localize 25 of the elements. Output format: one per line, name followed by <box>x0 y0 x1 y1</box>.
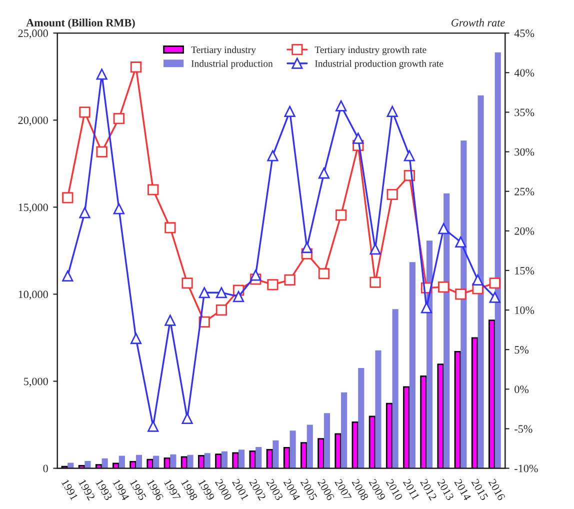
y2-tick-label: 45% <box>514 30 534 38</box>
y2-tick-label: 20% <box>514 227 534 235</box>
legend-label: Tertiary industry growth rate <box>314 46 426 56</box>
y2-axis-title: Growth rate <box>452 18 505 26</box>
y-tick-label: 25,000 <box>18 30 48 39</box>
y2-tick-label: 30% <box>514 148 534 156</box>
y2-tick-label: 15% <box>515 266 534 274</box>
y-axis-title: Amount (Billion RMB) <box>26 18 135 29</box>
legend-label: Industrial production <box>191 60 273 69</box>
y-tick-label: 10,000 <box>18 290 48 300</box>
y2-tick-label: 5% <box>514 346 529 354</box>
y-tick-label: 15,000 <box>18 204 48 213</box>
y2-tick-label: 0% <box>514 386 529 394</box>
y-tick-label: 5,000 <box>24 378 48 387</box>
y2-tick-label: 40% <box>514 69 534 77</box>
y2-tick-label: 10% <box>515 306 534 314</box>
y-tick-label: 20,000 <box>18 116 48 126</box>
x-tick-label: 1997 <box>164 479 181 501</box>
y-tick-label: 0 <box>43 464 48 472</box>
y2-tick-label: 35% <box>514 108 534 116</box>
y2-tick-label: 25% <box>514 188 534 196</box>
y2-tick-label: -10% <box>514 464 538 472</box>
legend-label: Industrial production growth rate <box>315 60 444 69</box>
y2-tick-label: -5% <box>514 425 532 433</box>
legend-label: Tertiary industry <box>191 46 256 56</box>
